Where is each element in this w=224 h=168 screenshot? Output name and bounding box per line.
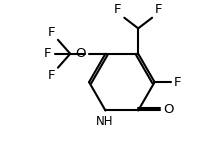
Text: O: O — [76, 47, 86, 60]
Text: F: F — [44, 47, 52, 60]
Text: F: F — [48, 26, 56, 38]
Text: NH: NH — [96, 115, 113, 128]
Text: F: F — [174, 76, 181, 89]
Text: F: F — [155, 3, 163, 16]
Text: F: F — [114, 3, 121, 16]
Text: F: F — [48, 69, 56, 82]
Text: O: O — [163, 103, 174, 116]
